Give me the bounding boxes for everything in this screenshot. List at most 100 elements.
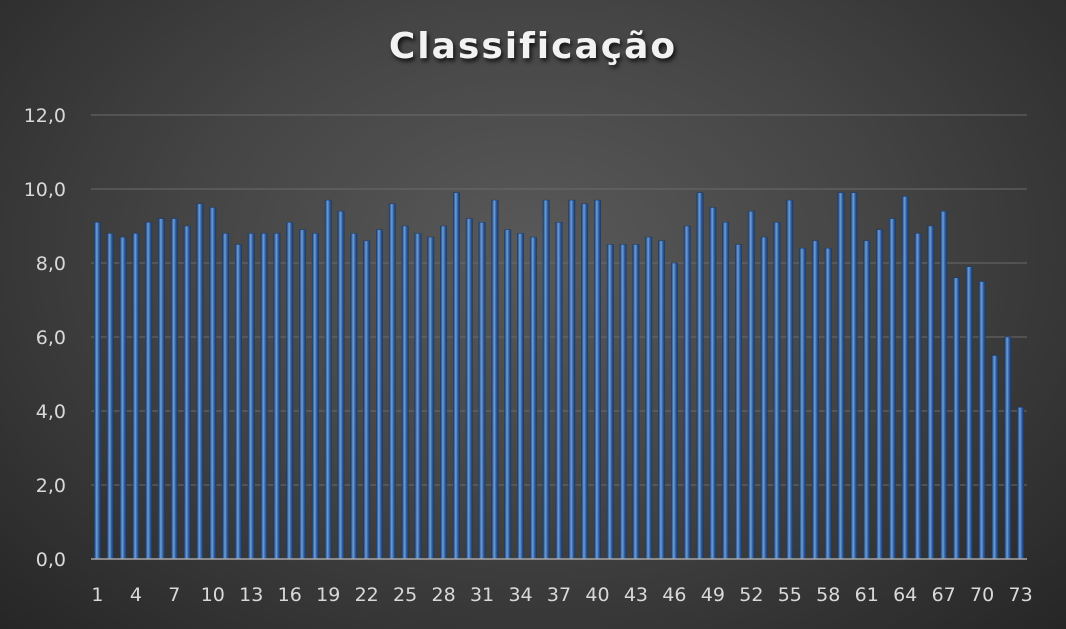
bar: [196, 203, 204, 560]
bar: [465, 218, 473, 560]
bar: [183, 225, 191, 560]
x-tick-label: 19: [316, 584, 340, 606]
bar: [722, 222, 730, 560]
x-tick-label: 4: [130, 584, 142, 606]
bar: [324, 199, 332, 560]
tick-labels: 0,0 2,0 4,0 6,0 8,0 10,0 12,0 1 4 7 10 13 16 19 22 25 28…: [24, 105, 1033, 606]
bar: [799, 247, 807, 560]
bar: [209, 207, 217, 560]
x-tick-label: 49: [701, 584, 725, 606]
bar: [376, 229, 383, 560]
x-tick-label: 22: [355, 584, 379, 606]
bar: [735, 244, 742, 560]
bar: [837, 192, 845, 560]
x-tick-label: 61: [855, 584, 879, 606]
chart-title: Classificação: [388, 26, 678, 67]
bar: [273, 233, 281, 560]
y-tick-label: 4,0: [36, 401, 66, 423]
bar: [247, 233, 255, 560]
x-tick-label: 73: [1008, 584, 1032, 606]
x-tick-label: 40: [585, 584, 609, 606]
bar: [311, 233, 319, 560]
bar: [350, 233, 358, 560]
x-tick-label: 58: [816, 584, 840, 606]
bar: [145, 222, 153, 560]
x-tick-label: 67: [932, 584, 956, 606]
y-tick-label: 8,0: [36, 253, 66, 275]
bar: [158, 218, 165, 560]
bar: [811, 240, 819, 560]
bar: [773, 222, 781, 560]
x-tick-label: 64: [893, 584, 917, 606]
x-tick-label: 34: [508, 584, 532, 606]
bar: [388, 203, 396, 560]
bar: [606, 244, 614, 560]
bar: [786, 199, 794, 560]
bar: [222, 233, 230, 560]
bar: [363, 240, 371, 560]
bar: [594, 199, 601, 560]
bar: [478, 222, 486, 560]
bar: [888, 218, 896, 560]
bar: [106, 233, 114, 560]
bar: [581, 203, 589, 560]
bar: [504, 229, 512, 560]
y-tick-label: 0,0: [36, 549, 66, 571]
bar: [940, 210, 948, 560]
x-tick-label: 43: [624, 584, 648, 606]
x-tick-label: 7: [168, 584, 180, 606]
bar: [132, 233, 140, 560]
bar: [517, 233, 524, 560]
bar: [901, 196, 909, 560]
bar: [568, 199, 576, 560]
bar: [978, 281, 986, 560]
bar: [414, 233, 422, 560]
bar: [953, 277, 960, 560]
x-tick-label: 25: [393, 584, 417, 606]
bar: [696, 192, 704, 560]
bar: [491, 199, 499, 560]
bar: [927, 225, 935, 560]
bar: [683, 225, 691, 560]
bar: [170, 218, 178, 560]
bar: [119, 236, 127, 560]
bar: [658, 240, 666, 560]
bar: [619, 244, 627, 560]
bar: [632, 244, 640, 560]
bar: [452, 192, 460, 560]
x-tick-label: 52: [739, 584, 763, 606]
x-tick-label: 10: [201, 584, 225, 606]
x-tick-label: 13: [239, 584, 263, 606]
bar: [1017, 407, 1025, 560]
bar: [850, 192, 858, 560]
bar: [670, 262, 678, 560]
bar: [401, 225, 409, 560]
bar: [234, 244, 242, 560]
x-tick-label: 31: [470, 584, 494, 606]
bar: [747, 210, 755, 560]
bars: [93, 192, 1025, 560]
bar: [299, 229, 307, 560]
x-tick-label: 46: [662, 584, 686, 606]
bar: [286, 222, 294, 560]
bar: [760, 236, 768, 560]
bar: [260, 233, 268, 560]
bar: [824, 247, 832, 560]
bar: [863, 240, 871, 560]
bar: [991, 355, 999, 560]
bar: [542, 199, 550, 560]
bar: [645, 236, 653, 560]
bar: [709, 207, 717, 560]
y-tick-label: 2,0: [36, 475, 66, 497]
bar: [529, 236, 537, 560]
x-tick-label: 16: [278, 584, 302, 606]
bar: [914, 233, 922, 560]
bar: [93, 222, 101, 560]
bar: [337, 210, 345, 560]
bar: [440, 225, 448, 560]
x-tick-label: 55: [778, 584, 802, 606]
bar: [1004, 336, 1012, 560]
bar: [427, 236, 435, 560]
